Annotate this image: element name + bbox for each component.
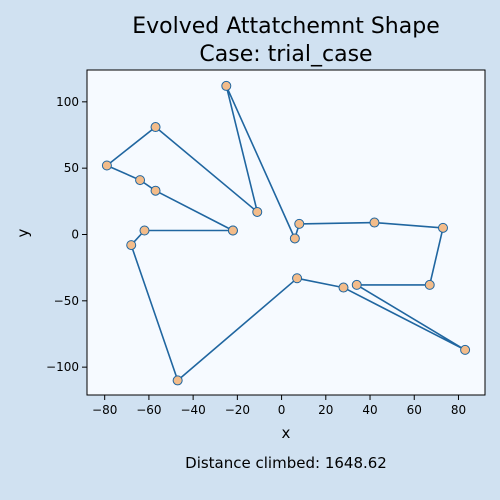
x-tick-label: 40 — [362, 403, 377, 417]
series-line — [106, 85, 466, 382]
x-tick-label: −80 — [92, 403, 117, 417]
data-point — [437, 222, 448, 233]
x-tick-label: 60 — [407, 403, 422, 417]
x-axis: −80 −60 −40 −20 0 20 40 60 80 — [92, 395, 466, 417]
data-point — [351, 279, 362, 290]
distance-climbed-value: 1648.62 — [325, 454, 387, 472]
y-axis-label: y — [14, 228, 32, 237]
distance-climbed: Distance climbed: 1648.62 — [185, 454, 387, 472]
distance-climbed-label: Distance climbed: — [185, 454, 320, 472]
data-point — [126, 240, 137, 251]
data-point — [150, 185, 161, 196]
data-point — [424, 279, 435, 290]
chart-title-line-2: Case: trial_case — [199, 42, 372, 67]
data-point — [252, 206, 263, 217]
data-point — [294, 218, 305, 229]
y-tick-label: 100 — [56, 95, 79, 109]
y-tick-label: 50 — [64, 161, 79, 175]
x-tick-label: 20 — [318, 403, 333, 417]
x-tick-label: −20 — [225, 403, 250, 417]
data-point — [139, 225, 150, 236]
x-tick-label: −40 — [180, 403, 205, 417]
x-tick-label: −60 — [136, 403, 161, 417]
data-point — [460, 344, 471, 355]
data-point — [227, 225, 238, 236]
chart-title-line-1: Evolved Attatchemnt Shape — [132, 14, 439, 39]
data-point — [221, 80, 232, 91]
data-point — [172, 375, 183, 386]
data-point — [135, 175, 146, 186]
y-tick-label: −50 — [54, 294, 79, 308]
data-point — [338, 282, 349, 293]
data-point — [101, 160, 112, 171]
x-tick-label: 0 — [278, 403, 286, 417]
data-point — [292, 273, 303, 284]
y-tick-label: −100 — [46, 360, 79, 374]
x-axis-label: x — [282, 424, 291, 442]
series-layer — [101, 80, 471, 386]
x-tick-label: 80 — [451, 403, 466, 417]
data-point — [369, 217, 380, 228]
data-point — [289, 233, 300, 244]
y-axis: −100 −50 0 50 100 — [46, 95, 87, 374]
y-tick-label: 0 — [71, 227, 79, 241]
data-point — [150, 122, 161, 133]
